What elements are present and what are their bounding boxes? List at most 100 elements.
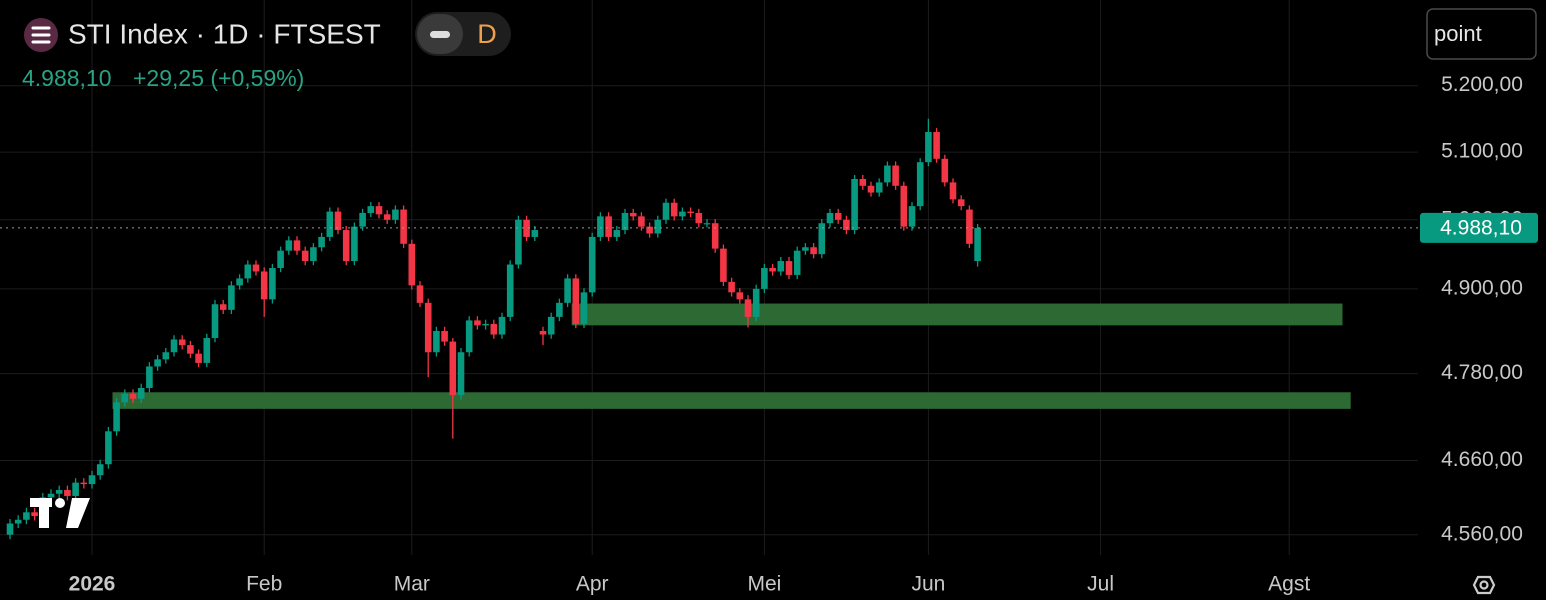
candle-body xyxy=(244,264,252,279)
candle-body xyxy=(285,240,293,251)
candle-body xyxy=(72,482,79,496)
candle-body xyxy=(129,393,137,399)
y-tick-label: 4.660,00 xyxy=(1441,448,1523,471)
candle-body xyxy=(826,212,834,224)
x-tick-label: Jul xyxy=(1087,573,1114,596)
candle-body xyxy=(228,285,235,310)
candle-body xyxy=(966,209,973,244)
candle-body xyxy=(695,212,703,224)
candle-body xyxy=(867,185,875,193)
candle-body xyxy=(359,212,366,227)
candle-body xyxy=(728,281,735,293)
candle-body xyxy=(154,359,161,367)
candle-body xyxy=(572,278,580,324)
candle-body xyxy=(843,219,850,231)
chart-title: STI Index · 1D · FTSEST xyxy=(68,18,381,49)
candle-body xyxy=(392,209,399,220)
y-tick-label: 4.780,00 xyxy=(1441,361,1523,384)
candle-body xyxy=(465,320,473,353)
candle-body xyxy=(588,236,596,293)
candle-body xyxy=(416,285,424,303)
candle-body xyxy=(375,206,383,215)
candle-body xyxy=(761,267,768,289)
candle-body xyxy=(55,490,63,494)
candle-body xyxy=(785,261,793,275)
candle-body xyxy=(170,339,178,353)
candle-body xyxy=(859,179,867,186)
candle-body xyxy=(113,402,120,432)
candle-body xyxy=(400,209,407,244)
candle-body xyxy=(351,226,358,262)
price-zone xyxy=(571,303,1343,326)
candle-body xyxy=(326,211,334,237)
candle-body xyxy=(613,230,621,237)
candle-body xyxy=(957,199,965,207)
candle-body xyxy=(6,523,14,535)
candle-body xyxy=(121,393,129,403)
last-price-badge xyxy=(1420,212,1538,243)
unit-button[interactable] xyxy=(1426,8,1537,60)
candle-body xyxy=(523,219,530,237)
candle-body xyxy=(875,182,883,193)
candle-body xyxy=(769,267,776,272)
candle-body xyxy=(802,247,809,251)
candle-body xyxy=(195,353,202,363)
candle-body xyxy=(933,132,940,159)
candle-body xyxy=(252,264,260,272)
candle-body xyxy=(441,330,448,342)
candle-body xyxy=(539,330,547,335)
zones xyxy=(112,303,1351,409)
candle-body xyxy=(342,230,350,262)
y-tick-label: 5.100,00 xyxy=(1441,140,1523,163)
x-tick-label: Mei xyxy=(747,573,781,596)
x-tick-label: Feb xyxy=(246,573,282,596)
settings-icon[interactable] xyxy=(1472,575,1496,595)
candle-body xyxy=(793,250,801,275)
candle-body xyxy=(547,316,555,335)
candle-body xyxy=(310,247,317,262)
candle-body xyxy=(679,211,686,217)
last-price-label: 4.988,10 xyxy=(1440,216,1522,239)
candle-body xyxy=(318,236,325,248)
candle-body xyxy=(31,512,38,517)
candle-body xyxy=(449,341,457,396)
x-tick-label: Agst xyxy=(1268,573,1310,596)
candle-body xyxy=(736,292,744,300)
candle-body xyxy=(638,216,645,227)
candle-body xyxy=(80,482,88,485)
price-zone xyxy=(112,392,1351,409)
candle-body xyxy=(687,211,694,213)
candle-body xyxy=(277,250,284,268)
candle-body xyxy=(424,302,432,353)
candle-body xyxy=(211,304,219,339)
candle-body xyxy=(457,352,465,396)
candle-body xyxy=(146,366,153,388)
candle-body xyxy=(777,261,785,272)
y-tick-label: 5.200,00 xyxy=(1441,73,1523,96)
candle-body xyxy=(752,288,760,317)
candle-body xyxy=(556,302,563,317)
x-tick-label: Mar xyxy=(394,573,430,596)
candle-body xyxy=(137,387,145,399)
candle-body xyxy=(433,330,440,353)
price-label: 4.988,10 xyxy=(22,65,112,91)
candle-body xyxy=(293,240,301,251)
candle-body xyxy=(916,162,924,207)
candle-body xyxy=(96,464,104,476)
candle-body xyxy=(178,339,186,346)
toggle-minus xyxy=(430,31,450,38)
candle-body xyxy=(334,211,342,231)
candle-body xyxy=(670,202,678,217)
candle-body xyxy=(605,216,612,237)
candle-body xyxy=(629,212,637,217)
candle-body xyxy=(105,431,112,465)
candle-body xyxy=(301,250,309,262)
x-tick-label: Jun xyxy=(911,573,945,596)
candle-body xyxy=(662,202,670,220)
x-tick-label: 2026 xyxy=(69,573,116,596)
candle-body xyxy=(900,185,908,227)
candles xyxy=(6,118,981,540)
candle-body xyxy=(47,493,55,498)
